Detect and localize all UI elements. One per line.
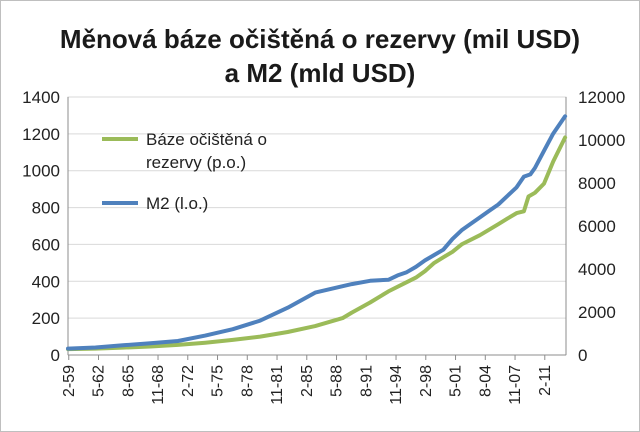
x-tick-label: 5-75: [210, 365, 227, 397]
x-tick-label: 2-98: [418, 365, 435, 397]
right-tick-label: 10000: [578, 131, 625, 150]
right-tick-label: 12000: [578, 88, 625, 107]
series-line-base: [66, 135, 568, 352]
legend-label-base-line2: rezervy (p.o.): [146, 153, 246, 172]
series-lines: [66, 114, 568, 352]
x-tick-label: 11-07: [507, 365, 524, 405]
x-tick-label: 5-01: [448, 365, 465, 397]
left-tick-label: 800: [32, 199, 60, 218]
x-tick-label: 8-78: [239, 365, 256, 397]
x-tick-label: 2-59: [61, 365, 78, 397]
left-tick-label: 1000: [22, 162, 60, 181]
x-tick-label: 5-62: [91, 365, 108, 397]
x-axis-ticks: 2-59 5-62 8-65 11-68 2-72 5-75 8-78 11-81 2-85 5-…: [61, 365, 554, 405]
x-tick-label: 5-88: [329, 365, 346, 397]
right-tick-label: 0: [578, 346, 587, 365]
x-tick-label: 2-85: [299, 365, 316, 397]
x-tick-label: 8-04: [477, 365, 494, 397]
x-tick-label: 11-68: [150, 365, 167, 405]
chart-title-line-1: Měnová báze očištěná o rezervy (mil USD): [59, 24, 581, 54]
x-tick-label: 11-81: [269, 365, 286, 405]
series-line-m2: [66, 114, 568, 351]
right-tick-label: 4000: [578, 260, 616, 279]
legend-label-base-line1: Báze očištěná o: [146, 130, 267, 149]
left-tick-label: 1400: [22, 88, 60, 107]
x-tick-label: 2-72: [180, 365, 197, 397]
legend: Báze očištěná o rezervy (p.o.) M2 (l.o.): [102, 130, 267, 213]
right-tick-label: 6000: [578, 217, 616, 236]
plot-area: [67, 96, 567, 356]
left-tick-label: 200: [32, 309, 60, 328]
right-axis-ticks: 0 2000 4000 6000 8000 10000 12000: [578, 88, 625, 365]
right-tick-label: 8000: [578, 174, 616, 193]
x-tick-label: 8-65: [120, 365, 137, 397]
x-tick-label: 11-94: [388, 365, 405, 405]
gridlines: [67, 96, 567, 356]
right-tick-label: 2000: [578, 303, 616, 322]
left-tick-label: 1200: [22, 125, 60, 144]
x-tick-label: 2-11: [537, 365, 554, 396]
left-tick-label: 400: [32, 272, 60, 291]
left-tick-label: 600: [32, 235, 60, 254]
left-tick-label: 0: [51, 346, 60, 365]
left-axis-ticks: 0 200 400 600 800 1000 1200 1400: [22, 88, 60, 365]
legend-label-m2: M2 (l.o.): [146, 194, 208, 213]
x-tick-label: 8-91: [358, 365, 375, 397]
chart-title-line-2: a M2 (mld USD): [224, 58, 416, 88]
